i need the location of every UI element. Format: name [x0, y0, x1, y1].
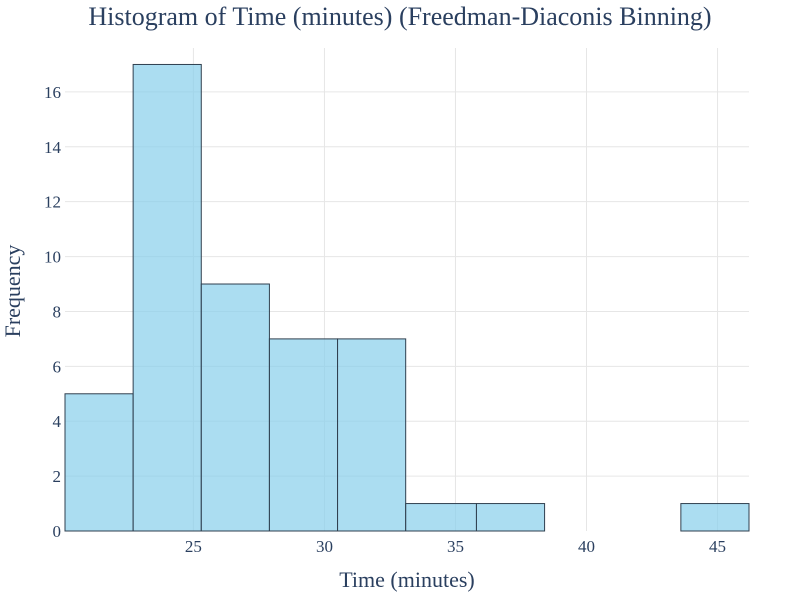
histogram-bar	[200, 283, 270, 532]
histogram-bar	[475, 503, 546, 532]
y-tick-label: 0	[53, 522, 62, 541]
histogram-bar	[64, 393, 134, 532]
chart-title: Histogram of Time (minutes) (Freedman-Di…	[88, 2, 712, 31]
y-tick-label: 8	[53, 302, 62, 321]
y-tick-label: 6	[53, 357, 62, 376]
x-tick-label: 30	[316, 537, 333, 556]
y-tick-label: 12	[44, 193, 61, 212]
x-tick-label: 45	[709, 537, 726, 556]
x-axis-title: Time (minutes)	[339, 567, 474, 592]
y-axis-title: Frequency	[0, 245, 25, 338]
x-tick-label: 25	[185, 537, 202, 556]
x-tick-label: 35	[447, 537, 464, 556]
y-tick-label: 2	[53, 467, 62, 486]
ticks-layer: 0 2 4 6 8 10 12 14 16 25 30 35 40 45	[44, 83, 726, 556]
y-tick-label: 16	[44, 83, 61, 102]
histogram-bar	[132, 63, 202, 532]
histogram-bar	[405, 503, 477, 532]
y-tick-label: 14	[44, 138, 62, 157]
x-tick-label: 40	[578, 537, 595, 556]
bars-layer	[64, 63, 750, 532]
y-tick-label: 4	[53, 412, 62, 431]
histogram-bar	[268, 338, 339, 532]
y-tick-label: 10	[44, 248, 61, 267]
histogram-bar	[337, 338, 407, 532]
histogram-bar	[680, 503, 750, 532]
